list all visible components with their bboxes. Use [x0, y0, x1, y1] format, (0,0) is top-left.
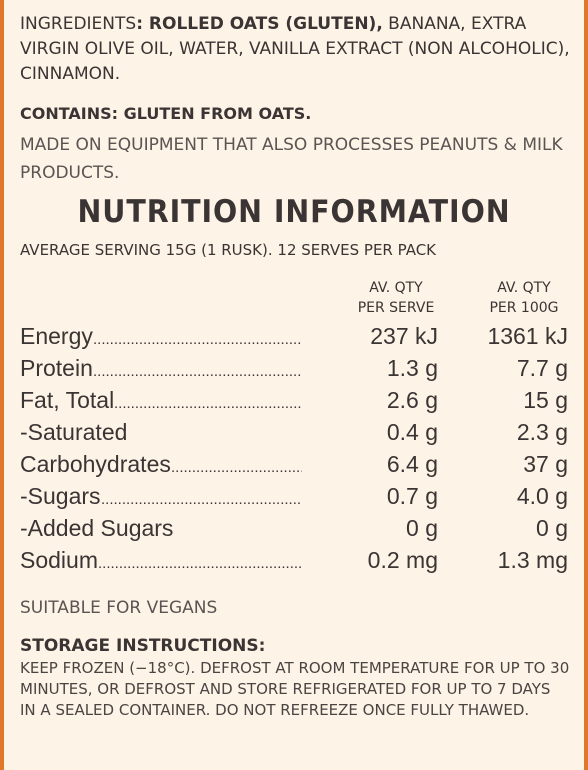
per-100g: 2.3 g: [516, 419, 568, 445]
header-line: PER SERVE: [357, 300, 435, 316]
nutrient-name: Protein: [20, 355, 93, 381]
per-100g: 0 g: [536, 515, 568, 541]
dot-leader: ........................................…: [93, 363, 302, 380]
header-line: AV. QTY: [369, 280, 423, 296]
nutrient-name: Carbohydrates: [20, 451, 171, 477]
per-100g: 4.0 g: [516, 483, 568, 509]
dot-leader: ........................................…: [114, 395, 302, 412]
column-header: AV. QTY PER SERVE: [336, 278, 456, 318]
per-100g: 37 g: [523, 451, 568, 477]
contains: CONTAINS: GLUTEN FROM OATS.: [20, 104, 312, 123]
per-serve: 0 g: [406, 515, 438, 541]
dot-leader: ........................................…: [98, 555, 302, 572]
nutrient-row: Energy..................................…: [20, 323, 568, 355]
column-header: AV. QTY PER 100G: [464, 278, 584, 318]
header-line: AV. QTY: [497, 280, 551, 296]
nutrient-name: -Added Sugars: [20, 515, 174, 541]
nutrient-name: Sodium: [20, 547, 98, 573]
per-serve: 6.4 g: [386, 451, 438, 477]
vegan: SUITABLE FOR VEGANS: [20, 598, 218, 618]
per-100g: 7.7 g: [516, 355, 568, 381]
storage-title: STORAGE INSTRUCTIONS:: [20, 636, 266, 656]
per-serve: 0.2 mg: [367, 547, 438, 573]
per-serve: 2.6 g: [386, 387, 438, 413]
nutrient-name: -Sugars: [20, 483, 101, 509]
per-serve: 0.4 g: [386, 419, 438, 445]
dot-leader: ........................................…: [93, 331, 302, 348]
nutrient-row: Sodium..................................…: [20, 547, 568, 579]
nutrient-row: -Added Sugars 0 g 0 g: [20, 515, 568, 547]
per-serve: 237 kJ: [370, 323, 438, 349]
nutrient-row: -Saturated 0.4 g 2.3 g: [20, 419, 568, 451]
dot-leader: ........................................…: [101, 491, 302, 508]
nutrition-title: NUTRITION INFORMATION: [77, 194, 511, 230]
per-100g: 1361 kJ: [487, 323, 568, 349]
nutrient-row: Protein.................................…: [20, 355, 568, 387]
serving: AVERAGE SERVING 15G (1 RUSK). 12 SERVES …: [20, 241, 437, 259]
per-serve: 0.7 g: [386, 483, 438, 509]
per-100g: 1.3 mg: [497, 547, 568, 573]
nutrient-name: -Saturated: [20, 419, 128, 445]
ingredients-text: BANANA, EXTRA VIRGIN OLIVE OIL, WATER, V…: [20, 14, 570, 84]
equipment: MADE ON EQUIPMENT THAT ALSO PROCESSES PE…: [20, 135, 563, 183]
nutrient-name: Energy: [20, 323, 93, 349]
nutrient-name: Fat, Total: [20, 387, 115, 413]
per-serve: 1.3 g: [386, 355, 438, 381]
per-100g: 15 g: [523, 387, 568, 413]
ingredients-bold: : ROLLED OATS (GLUTEN),: [136, 14, 383, 34]
ingredients-label: INGREDIENTS: [20, 14, 137, 34]
dot-leader: ........................................…: [171, 459, 302, 476]
nutrient-row: Carbohydrates...........................…: [20, 451, 568, 483]
nutrient-row: -Sugars.................................…: [20, 483, 568, 515]
storage-text: KEEP FROZEN (−18°C). DEFROST AT ROOM TEM…: [20, 659, 570, 719]
ingredients: INGREDIENTS: ROLLED OATS (GLUTEN), BANAN…: [20, 12, 570, 87]
nutrient-row: Fat, Total..............................…: [20, 387, 568, 419]
header-line: PER 100G: [489, 300, 559, 316]
